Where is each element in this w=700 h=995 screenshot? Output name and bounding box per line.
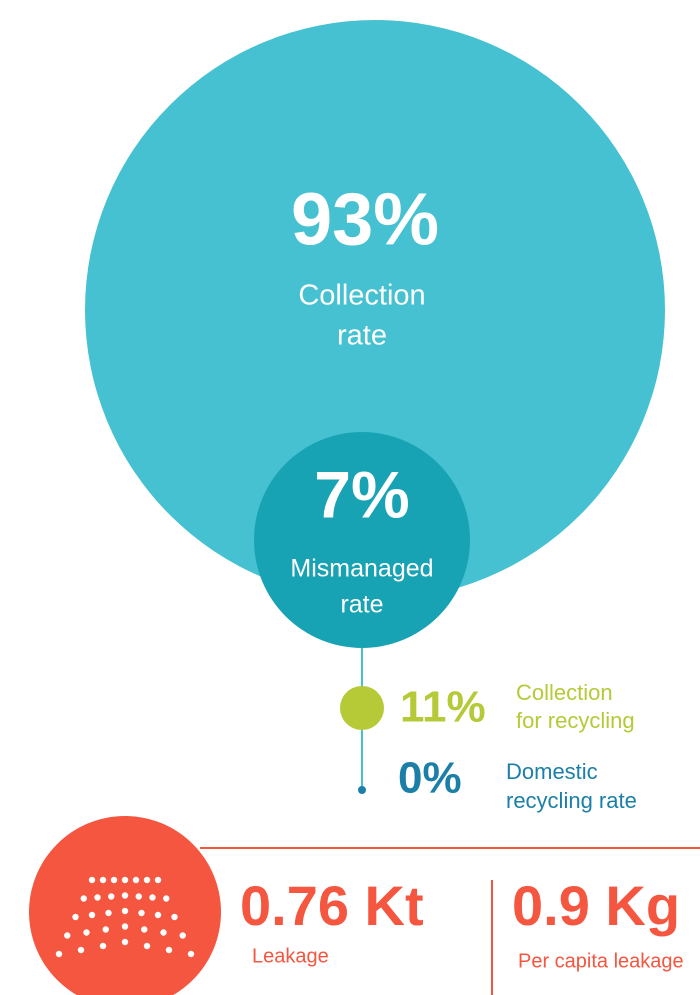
mismanaged-label: rate — [340, 591, 383, 619]
icon-dot — [132, 876, 140, 884]
icon-dot — [121, 876, 129, 884]
recycling-label: for recycling — [516, 708, 635, 733]
icon-dot — [99, 876, 107, 884]
icon-dot — [77, 946, 85, 954]
mismanaged-value: 7% — [314, 457, 409, 531]
leakage-value: 0.76 Kt — [240, 874, 424, 937]
icon-dot — [141, 926, 148, 933]
domestic-label: recycling rate — [506, 788, 637, 813]
icon-dot — [179, 932, 186, 939]
icon-dot — [171, 913, 178, 921]
icon-dot — [110, 876, 118, 884]
icon-dot — [99, 942, 107, 950]
icon-dot — [165, 946, 173, 954]
icon-dot — [83, 929, 90, 936]
icon-dot — [105, 909, 112, 917]
per-capita-value: 0.9 Kg — [512, 874, 680, 937]
icon-dot — [143, 876, 151, 884]
icon-dot — [94, 894, 101, 901]
icon-dot — [187, 950, 195, 958]
recycling-label: Collection — [516, 680, 613, 705]
icon-dot — [80, 895, 87, 902]
collection-label: rate — [337, 320, 387, 352]
icon-dot — [149, 894, 156, 901]
icon-dot — [64, 932, 71, 939]
mismanaged-label: Mismanaged — [290, 555, 433, 583]
collection-label: Collection — [298, 280, 425, 312]
collection-value: 93% — [291, 178, 439, 261]
icon-dot — [72, 913, 79, 921]
recycling-value: 11% — [400, 683, 486, 732]
icon-dot — [143, 942, 151, 950]
icon-dot — [108, 893, 115, 900]
per-capita-label: Per capita leakage — [518, 950, 684, 972]
icon-dot — [121, 892, 129, 899]
domestic-value: 0% — [398, 754, 462, 803]
icon-dot — [121, 907, 129, 915]
domestic-dot — [358, 786, 366, 794]
icon-dot — [102, 926, 109, 933]
mismanaged-bubble — [254, 432, 470, 648]
icon-dot — [163, 895, 170, 902]
collection-bubble — [85, 20, 665, 600]
icon-dot — [160, 929, 167, 936]
icon-dot — [88, 876, 96, 884]
icon-dot — [121, 923, 129, 930]
icon-dot — [138, 909, 145, 917]
icon-dot — [88, 911, 96, 919]
leakage-label: Leakage — [252, 945, 329, 967]
icon-dot — [121, 938, 129, 946]
icon-dot — [135, 893, 142, 900]
icon-dot — [154, 876, 162, 884]
leakage-icon-bg — [29, 816, 221, 995]
domestic-label: Domestic — [506, 759, 598, 784]
recycling-dot — [340, 686, 384, 730]
leakage-icon — [55, 876, 195, 958]
icon-dot — [55, 950, 63, 958]
icon-dot — [154, 911, 162, 919]
